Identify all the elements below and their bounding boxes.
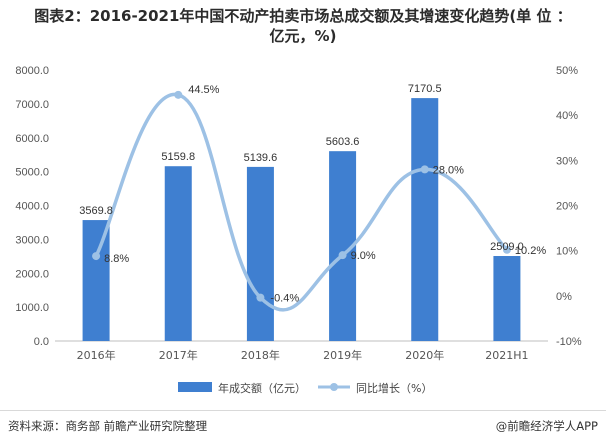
bar-value-label: 5159.8 [161,151,195,163]
y-left-tick-label: 8000.0 [15,65,49,77]
x-tick-label: 2018年 [241,348,280,362]
line-value-label: -0.4% [270,293,299,305]
growth-point [256,293,265,302]
x-tick-label: 2017年 [159,348,198,362]
bar-value-label: 2509.0 [490,241,524,253]
source-note: 资料来源：商务部 前瞻产业研究院整理 [8,419,208,433]
y-left-tick-label: 4000.0 [15,201,49,213]
line-value-label: 8.8% [104,253,129,265]
footer-divider [0,410,606,411]
y-right-tick-label: 0% [556,291,572,303]
bar [82,220,110,341]
bar-value-label: 5139.6 [244,152,278,164]
x-tick-label: 2016年 [77,348,116,362]
x-tick-label: 2019年 [323,348,362,362]
growth-point [174,90,183,99]
bar [246,166,274,341]
y-left-tick-label: 1000.0 [15,302,49,314]
line-value-label: 9.0% [351,250,376,262]
line-value-label: 28.0% [433,164,464,176]
y-right-tick-label: -10% [556,336,582,348]
legend-line-marker [330,383,338,391]
bar [164,166,192,341]
growth-point [420,165,429,174]
bar-value-label: 7170.5 [408,83,442,95]
bar [411,98,439,342]
y-left-tick-label: 2000.0 [15,268,49,280]
legend-line-label: 同比增长（%） [356,381,432,395]
y-left-tick-label: 5000.0 [15,167,49,179]
y-right-tick-label: 10% [556,246,578,258]
growth-point [92,252,101,261]
line-value-label: 44.5% [188,84,219,96]
chart-title: 图表2：2016-2021年中国不动产拍卖市场总成交额及其增速变化趋势(单 位 … [0,6,606,46]
line-value-label: 10.2% [515,245,546,257]
y-right-tick-label: 40% [556,110,578,122]
growth-point [338,251,347,260]
y-right-tick-label: 30% [556,155,578,167]
legend-bar-swatch [178,382,212,392]
bar-value-label: 5603.6 [326,136,360,148]
legend-bar-label: 年成交额（亿元） [218,381,306,395]
bar [493,256,521,341]
y-left-tick-label: 0.0 [34,336,49,348]
chart-title-line1: 图表2：2016-2021年中国不动产拍卖市场总成交额及其增速变化趋势(单 位 … [34,7,572,25]
brand-note: @前瞻经济学人APP [495,419,598,433]
growth-line [94,93,509,312]
bar-value-label: 3569.8 [79,205,113,217]
y-right-tick-label: 50% [556,65,578,77]
y-left-tick-label: 3000.0 [15,234,49,246]
chart-title-line2: 亿元，%) [269,27,337,45]
y-left-tick-label: 6000.0 [15,133,49,145]
y-left-tick-label: 7000.0 [15,99,49,111]
x-tick-label: 2020年 [405,348,444,362]
x-tick-label: 2021H1 [485,349,528,362]
y-right-tick-label: 20% [556,201,578,213]
growth-point [502,245,511,254]
